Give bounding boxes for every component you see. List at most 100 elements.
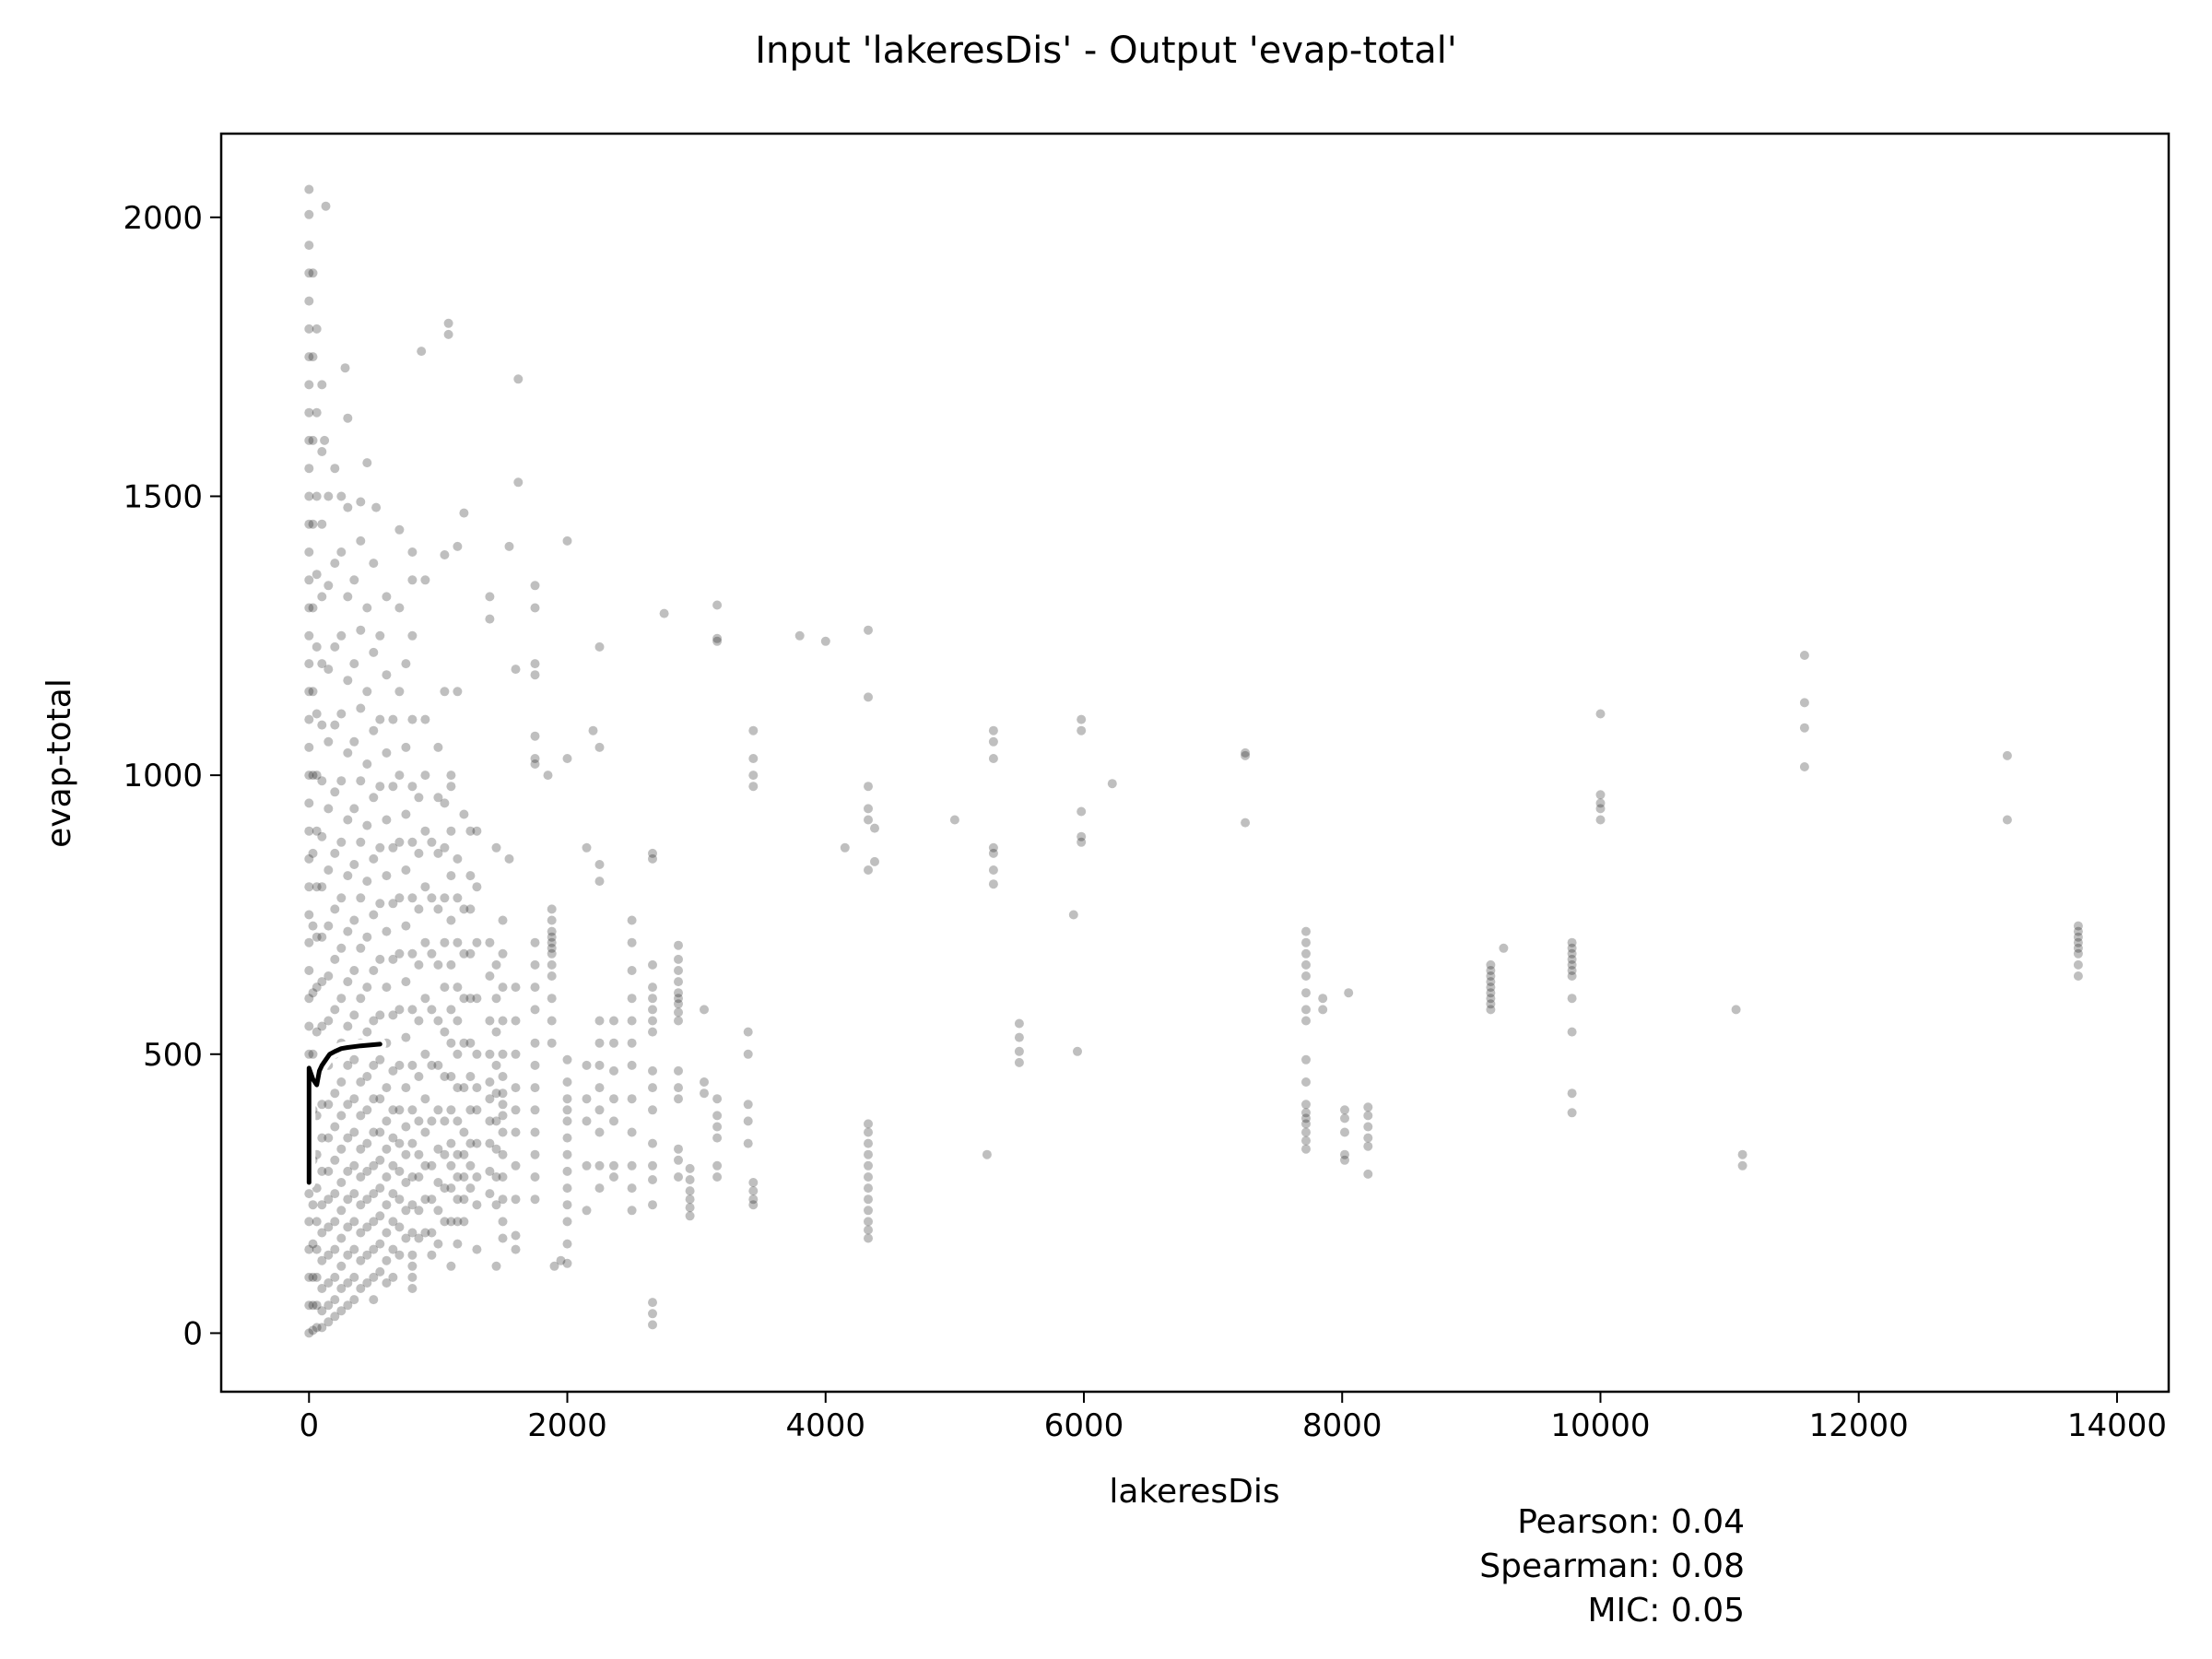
- data-point: [304, 853, 314, 864]
- data-point: [988, 725, 998, 735]
- data-point: [407, 1261, 418, 1271]
- data-point: [356, 837, 366, 847]
- data-point: [349, 915, 359, 925]
- data-point: [453, 853, 463, 864]
- data-point: [388, 1244, 398, 1254]
- data-point: [748, 1194, 759, 1205]
- data-point: [582, 1094, 592, 1104]
- spearman-stat: Spearman: 0.08: [1479, 1547, 1745, 1585]
- data-point: [324, 1278, 334, 1288]
- data-point: [443, 329, 453, 339]
- data-point: [343, 1100, 353, 1110]
- data-point: [2073, 926, 2083, 936]
- data-point: [312, 491, 322, 501]
- data-point: [1567, 971, 1577, 981]
- y-tick-label: 2000: [123, 200, 203, 237]
- data-point: [453, 1149, 463, 1159]
- data-point: [304, 687, 314, 697]
- data-point: [530, 1005, 540, 1015]
- data-point: [304, 575, 314, 585]
- data-point: [330, 720, 340, 730]
- data-point: [401, 865, 411, 875]
- data-point: [453, 1239, 463, 1249]
- data-point: [308, 435, 318, 445]
- data-point: [674, 988, 683, 998]
- data-point: [685, 1203, 695, 1213]
- data-point: [627, 1016, 637, 1026]
- data-point: [304, 630, 314, 641]
- data-point: [491, 959, 501, 970]
- data-point: [394, 1060, 405, 1070]
- data-point: [674, 966, 683, 975]
- data-point: [712, 600, 723, 610]
- data-point: [343, 1166, 353, 1176]
- data-point: [375, 782, 385, 792]
- data-point: [388, 954, 398, 964]
- data-point: [1595, 804, 1606, 814]
- data-point: [491, 1060, 501, 1070]
- data-point: [308, 1049, 318, 1059]
- x-tick-label: 6000: [1044, 1407, 1124, 1444]
- data-point: [369, 853, 379, 864]
- data-point: [511, 1160, 521, 1171]
- data-point: [1301, 988, 1311, 998]
- data-point: [312, 826, 322, 836]
- data-point: [317, 1284, 327, 1293]
- data-point: [401, 1122, 411, 1132]
- data-point: [304, 1189, 314, 1199]
- data-point: [485, 1094, 495, 1104]
- data-point: [407, 782, 418, 792]
- data-point: [562, 1200, 572, 1210]
- data-point: [440, 1072, 450, 1081]
- data-point: [420, 826, 430, 836]
- data-point: [648, 1027, 657, 1037]
- data-point: [304, 826, 314, 836]
- data-point: [375, 1127, 385, 1137]
- data-point: [2073, 959, 2083, 970]
- data-point: [465, 1072, 476, 1081]
- data-point: [1340, 1149, 1349, 1159]
- data-point: [312, 1027, 322, 1037]
- data-point: [336, 630, 347, 641]
- data-point: [1486, 994, 1496, 1004]
- data-point: [369, 1217, 379, 1227]
- data-point: [674, 994, 683, 1004]
- data-point: [362, 820, 372, 830]
- data-point: [433, 1105, 443, 1115]
- data-point: [465, 1105, 476, 1115]
- data-point: [312, 324, 322, 334]
- data-point: [336, 1261, 347, 1271]
- data-point: [317, 977, 327, 987]
- data-point: [336, 1144, 347, 1154]
- data-point: [472, 937, 482, 947]
- data-point: [317, 776, 327, 786]
- data-point: [394, 603, 405, 613]
- data-point: [401, 1032, 411, 1042]
- data-point: [317, 1228, 327, 1238]
- data-point: [609, 1038, 618, 1048]
- data-point: [343, 815, 353, 825]
- data-point: [562, 1149, 572, 1159]
- data-point: [324, 1222, 334, 1232]
- data-point: [1301, 1119, 1311, 1129]
- data-point: [321, 201, 331, 211]
- x-tick-label: 10000: [1550, 1407, 1650, 1444]
- x-tick-label: 2000: [527, 1407, 607, 1444]
- data-point: [674, 1083, 683, 1093]
- data-point: [648, 1175, 657, 1184]
- data-point: [382, 1116, 392, 1126]
- data-point: [674, 1144, 683, 1154]
- data-point: [312, 1300, 322, 1311]
- data-point: [349, 736, 359, 747]
- data-point: [336, 943, 347, 953]
- data-point: [317, 720, 327, 730]
- data-point: [743, 1027, 753, 1037]
- data-point: [627, 1160, 637, 1171]
- data-point: [324, 1133, 334, 1143]
- data-point: [864, 1194, 873, 1205]
- data-point: [356, 1228, 366, 1238]
- data-point: [1014, 1057, 1024, 1067]
- data-point: [362, 687, 372, 697]
- data-point: [420, 1160, 430, 1171]
- data-point: [330, 1122, 340, 1132]
